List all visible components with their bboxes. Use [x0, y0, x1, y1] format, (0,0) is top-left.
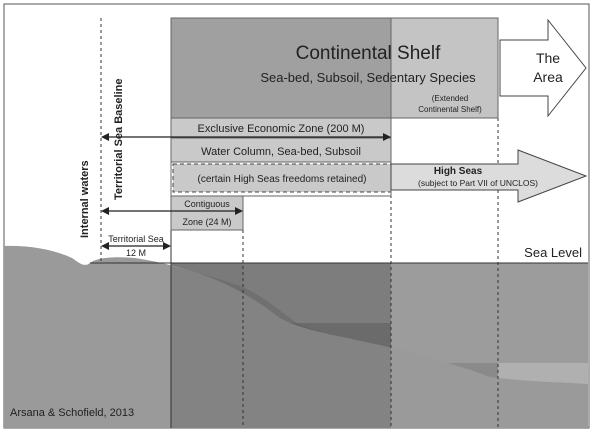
eez-arrow-head-right — [383, 133, 391, 141]
continental-shelf-title: Continental Shelf — [296, 43, 441, 64]
the-area-arrow — [499, 18, 587, 118]
continental-shelf-subtitle: Sea-bed, Subsoil, Sedentary Species — [260, 70, 476, 85]
eez-subtitle-box — [170, 137, 392, 163]
seabed-shelf-shade — [171, 266, 391, 428]
credit-label: Arsana & Schofield, 2013 — [10, 407, 134, 419]
contiguous-zone-box — [170, 195, 244, 231]
eez-label: Exclusive Economic Zone (200 M) — [198, 123, 365, 135]
extended-shelf-box — [390, 17, 499, 119]
territorial-arrow-head-left — [101, 242, 109, 250]
the-area-label-2: Area — [533, 69, 563, 85]
territorial-sea-label-1: Territorial Sea — [108, 234, 164, 244]
water-surface-band-3 — [391, 263, 588, 363]
territorial-sea-label-2: 12 M — [126, 248, 146, 258]
contiguous-arrow-head-right — [235, 207, 243, 215]
high-seas-subtitle: (subject to Part VII of UNCLOS) — [418, 178, 538, 188]
contiguous-label-2: Zone (24 M) — [182, 217, 231, 227]
contiguous-label-1: Contiguous — [184, 199, 230, 209]
eez-subtitle: Water Column, Sea-bed, Subsoil — [201, 146, 361, 158]
continental-shelf-box — [170, 17, 392, 119]
extended-shelf-label-2: Continental Shelf) — [418, 105, 482, 114]
territorial-arrow-head-right — [163, 242, 171, 250]
eez-arrow-head-left — [101, 133, 109, 141]
sea-level-label: Sea Level — [524, 245, 582, 260]
territorial-baseline-label: Territorial Sea Baseline — [113, 79, 125, 200]
seabed-landmass — [4, 245, 588, 428]
high-seas-arrow — [390, 149, 588, 203]
high-seas-freedoms-label: (certain High Seas freedoms retained) — [198, 174, 367, 185]
internal-waters-label: Internal waters — [79, 160, 91, 238]
contiguous-arrow-head-left — [101, 207, 109, 215]
high-seas-title: High Seas — [434, 166, 483, 177]
high-seas-freedoms-box — [172, 163, 392, 193]
the-area-label-1: The — [536, 50, 560, 66]
extended-shelf-label-1: (Extended — [432, 94, 468, 103]
